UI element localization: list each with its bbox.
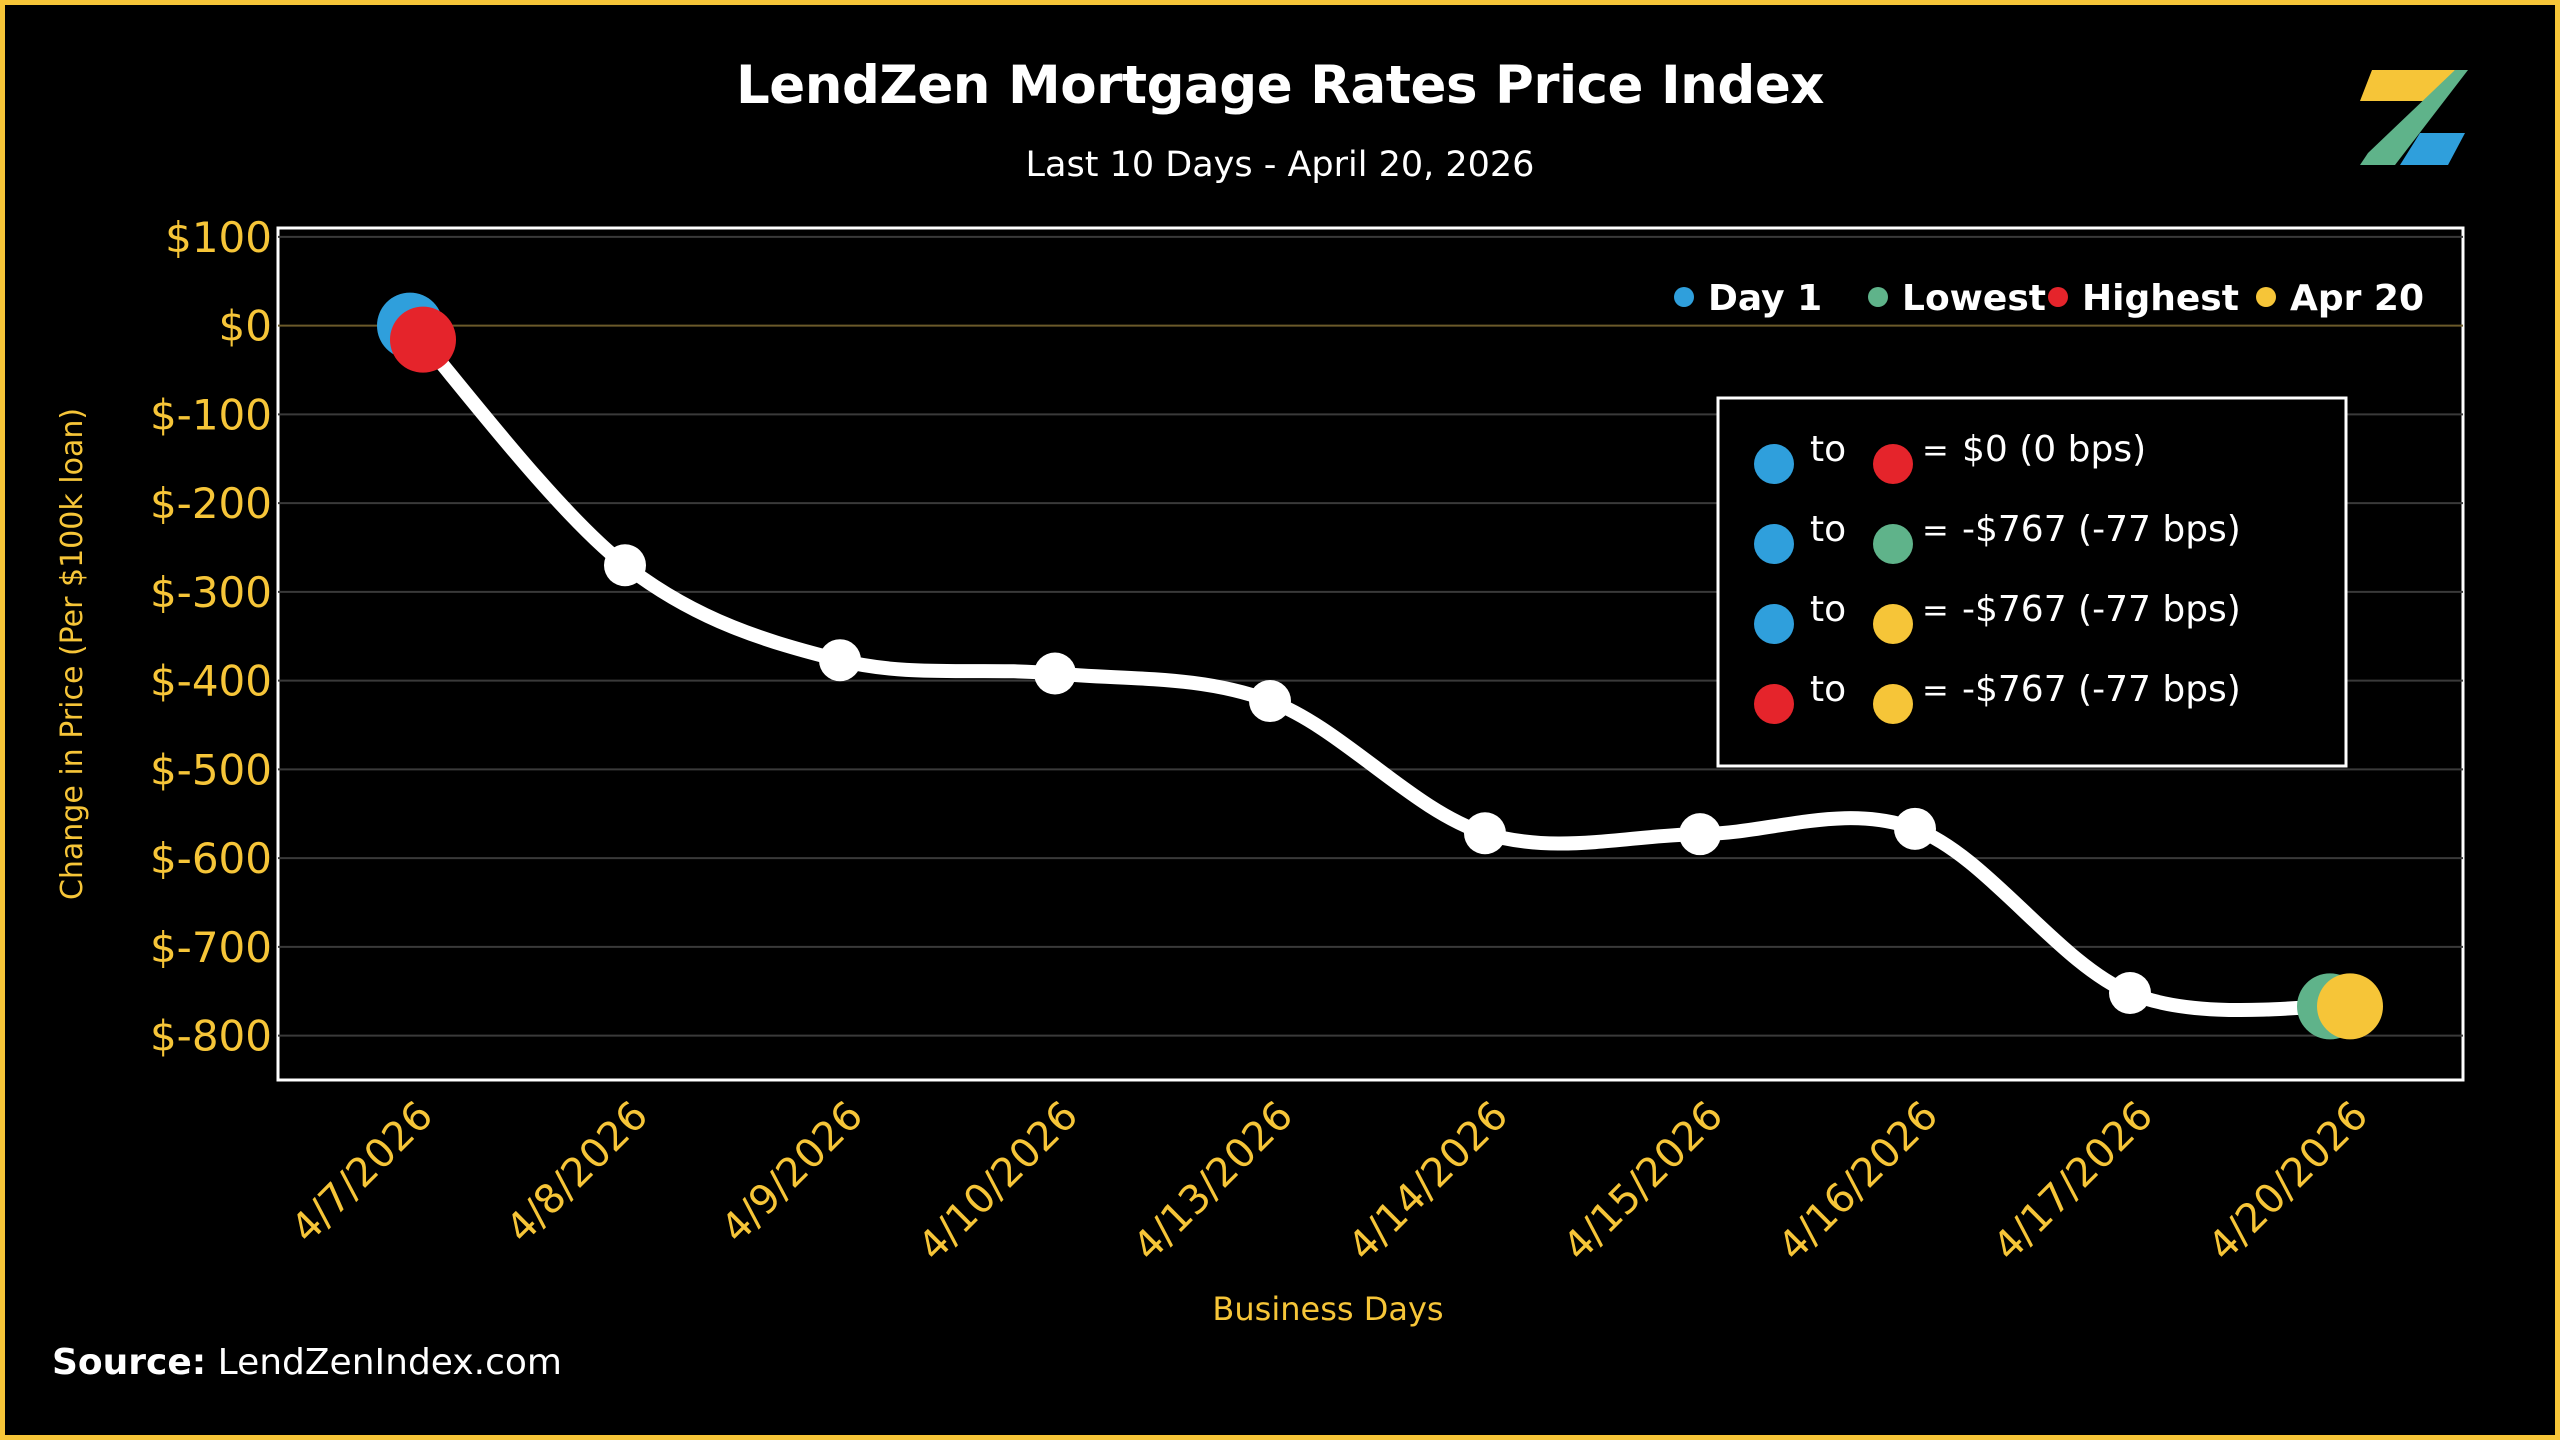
data-point xyxy=(819,639,861,682)
y-tick-label: $-600 xyxy=(150,834,272,883)
data-point xyxy=(1249,680,1291,723)
legend-marker xyxy=(2256,287,2276,307)
y-tick-label: $-800 xyxy=(150,1012,272,1061)
series-line xyxy=(403,318,2352,1018)
summary-to-dot xyxy=(1873,604,1913,644)
summary-to-dot xyxy=(1873,524,1913,564)
legend-label: Highest xyxy=(2082,278,2239,319)
x-tick-label: 4/14/2026 xyxy=(1340,1093,1518,1271)
legend-label: Apr 20 xyxy=(2290,278,2424,319)
y-tick-label: $-200 xyxy=(150,479,272,528)
summary-equals: = xyxy=(1922,511,1949,549)
summary-from-dot xyxy=(1754,684,1794,724)
x-tick-label: 4/10/2026 xyxy=(910,1093,1088,1271)
summary-connector: to xyxy=(1810,589,1846,630)
x-tick-label: 4/20/2026 xyxy=(2200,1093,2378,1271)
latest-point xyxy=(2317,973,2383,1040)
summary-equals: = xyxy=(1922,671,1949,709)
data-point xyxy=(1464,812,1506,855)
data-point xyxy=(1894,807,1936,850)
summary-to-dot xyxy=(1873,444,1913,484)
summary-value: -$767 (-77 bps) xyxy=(1962,669,2241,710)
summary-equals: = xyxy=(1922,431,1949,469)
summary-equals: = xyxy=(1922,591,1949,629)
legend-label: Lowest xyxy=(1902,278,2046,319)
summary-connector: to xyxy=(1810,509,1846,550)
lendzen-logo-icon xyxy=(2360,70,2468,165)
highest-point xyxy=(390,306,456,373)
source-value: LendZenIndex.com xyxy=(217,1342,562,1383)
x-tick-label: 4/16/2026 xyxy=(1770,1093,1948,1271)
source-note: Source: LendZenIndex.com xyxy=(52,1342,562,1383)
legend-marker xyxy=(1674,287,1694,307)
y-axis-label: Change in Price (Per $100k loan) xyxy=(55,408,90,900)
y-tick-label: $-400 xyxy=(150,657,272,706)
x-tick-label: 4/15/2026 xyxy=(1555,1093,1733,1271)
legend-marker xyxy=(1868,287,1888,307)
summary-from-dot xyxy=(1754,604,1794,644)
legend-label: Day 1 xyxy=(1708,278,1822,319)
summary-value: -$767 (-77 bps) xyxy=(1962,509,2241,550)
x-tick-label: 4/7/2026 xyxy=(283,1093,443,1253)
chart-title: LendZen Mortgage Rates Price Index xyxy=(736,55,1824,116)
data-point xyxy=(1679,813,1721,856)
source-label: Source: xyxy=(52,1342,207,1383)
summary-value: $0 (0 bps) xyxy=(1962,429,2146,470)
data-point xyxy=(604,544,646,587)
y-tick-label: $100 xyxy=(165,213,272,262)
summary-connector: to xyxy=(1810,429,1846,470)
x-tick-label: 4/13/2026 xyxy=(1125,1093,1303,1271)
y-tick-label: $-300 xyxy=(150,568,272,617)
summary-connector: to xyxy=(1810,669,1846,710)
y-tick-label: $-700 xyxy=(150,923,272,972)
summary-from-dot xyxy=(1754,524,1794,564)
y-tick-label: $0 xyxy=(219,302,272,351)
x-tick-label: 4/17/2026 xyxy=(1985,1093,2163,1271)
summary-from-dot xyxy=(1754,444,1794,484)
x-tick-label: 4/8/2026 xyxy=(498,1093,658,1253)
y-tick-label: $-100 xyxy=(150,390,272,439)
legend-marker xyxy=(2048,287,2068,307)
x-tick-label: 4/9/2026 xyxy=(713,1093,873,1253)
data-point xyxy=(1034,652,1076,695)
y-tick-label: $-500 xyxy=(150,745,272,794)
summary-to-dot xyxy=(1873,684,1913,724)
summary-value: -$767 (-77 bps) xyxy=(1962,589,2241,630)
chart-subtitle: Last 10 Days - April 20, 2026 xyxy=(1025,145,1535,185)
data-point xyxy=(2109,972,2151,1015)
x-axis-label: Business Days xyxy=(1212,1290,1443,1328)
summary-box xyxy=(1716,396,2348,768)
